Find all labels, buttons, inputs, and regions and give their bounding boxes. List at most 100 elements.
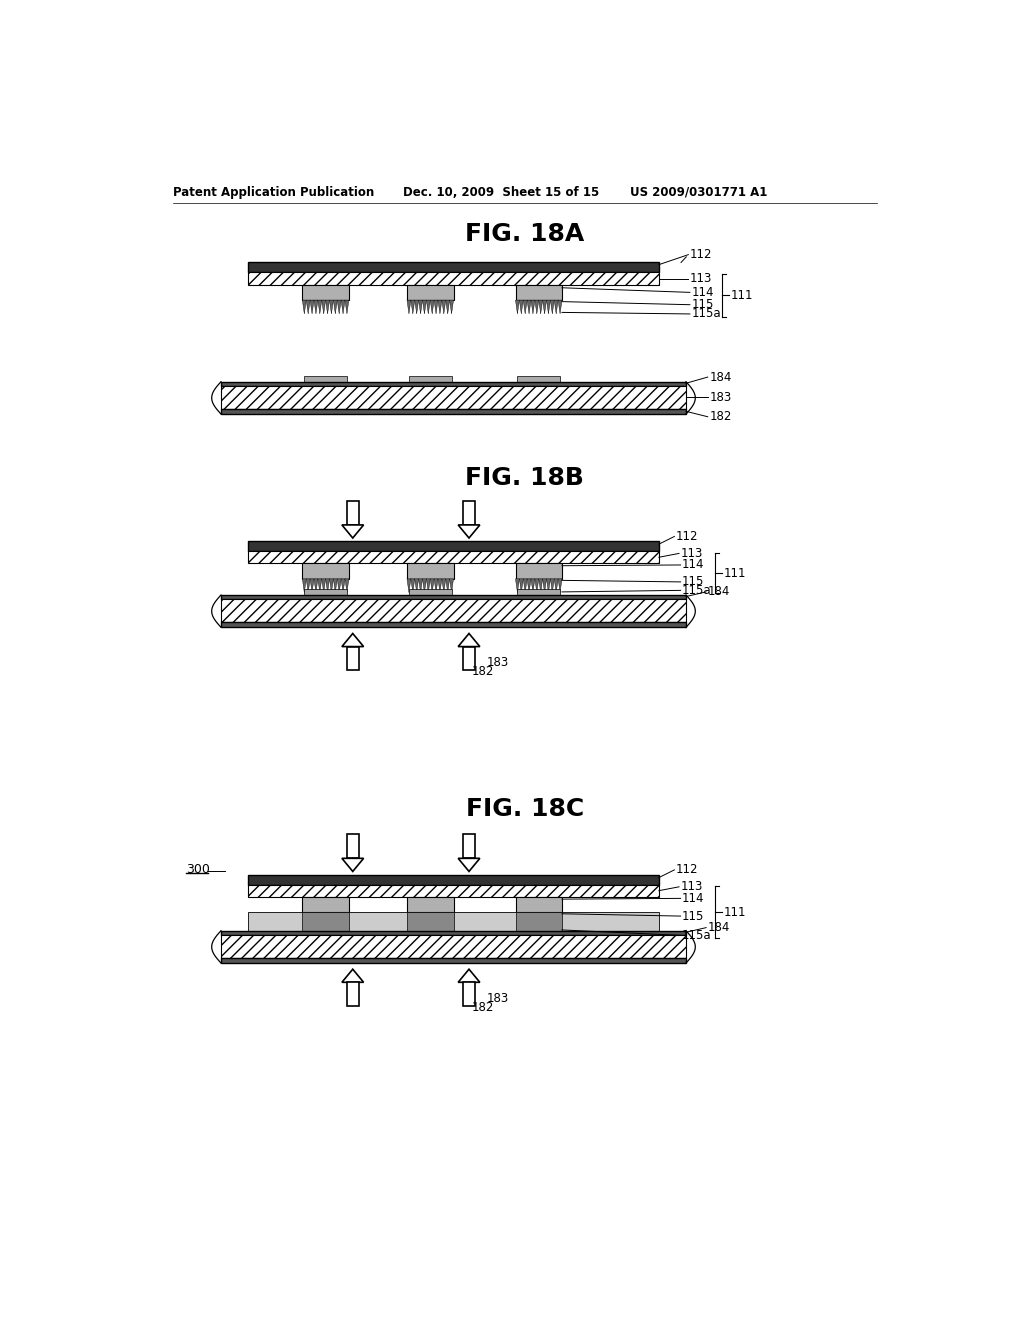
Polygon shape (341, 912, 345, 927)
Polygon shape (342, 634, 364, 647)
Polygon shape (527, 578, 531, 593)
Polygon shape (523, 300, 527, 314)
Polygon shape (426, 300, 430, 314)
Text: Dec. 10, 2009  Sheet 15 of 15: Dec. 10, 2009 Sheet 15 of 15 (403, 186, 599, 199)
Polygon shape (515, 578, 519, 593)
Polygon shape (434, 578, 438, 593)
Bar (515, 912, 562, 931)
Bar (221, 622, 686, 627)
Polygon shape (345, 300, 349, 314)
Bar (302, 285, 349, 300)
Bar (302, 564, 349, 578)
Bar (248, 912, 658, 931)
Polygon shape (554, 300, 558, 314)
Polygon shape (411, 912, 415, 927)
Polygon shape (554, 578, 558, 593)
Polygon shape (523, 912, 527, 927)
Polygon shape (527, 300, 531, 314)
Bar (407, 285, 454, 300)
Polygon shape (415, 578, 419, 593)
Polygon shape (342, 858, 364, 871)
Polygon shape (419, 578, 423, 593)
Polygon shape (434, 300, 438, 314)
Text: 112: 112 (676, 863, 698, 876)
Text: US 2009/0301771 A1: US 2009/0301771 A1 (630, 186, 768, 199)
Polygon shape (330, 300, 334, 314)
Polygon shape (550, 912, 554, 927)
Polygon shape (423, 300, 426, 314)
Polygon shape (527, 912, 531, 927)
Text: FIG. 18A: FIG. 18A (465, 222, 585, 246)
Bar (409, 589, 452, 595)
Polygon shape (430, 300, 434, 314)
Bar (463, 982, 475, 1006)
Bar (221, 595, 686, 599)
Text: FIG. 18B: FIG. 18B (465, 466, 585, 491)
Text: 113: 113 (690, 272, 713, 285)
Text: 182: 182 (472, 1001, 495, 1014)
Text: 115: 115 (682, 909, 705, 923)
Bar (463, 834, 475, 858)
Polygon shape (330, 578, 334, 593)
Polygon shape (306, 912, 310, 927)
Polygon shape (426, 578, 430, 593)
Polygon shape (423, 912, 426, 927)
Polygon shape (535, 912, 539, 927)
Bar (304, 376, 347, 381)
Text: 182: 182 (710, 411, 731, 424)
Text: 184: 184 (708, 585, 730, 598)
Polygon shape (554, 912, 558, 927)
Polygon shape (342, 525, 364, 539)
Text: 113: 113 (681, 880, 702, 894)
Polygon shape (345, 912, 349, 927)
Bar (304, 589, 347, 595)
Polygon shape (445, 912, 450, 927)
Polygon shape (558, 578, 562, 593)
Polygon shape (326, 912, 330, 927)
Polygon shape (550, 578, 554, 593)
Bar (248, 541, 658, 552)
Polygon shape (558, 300, 562, 314)
Polygon shape (423, 578, 426, 593)
Bar (221, 385, 686, 409)
Polygon shape (531, 300, 535, 314)
Polygon shape (317, 300, 322, 314)
Bar (347, 834, 358, 858)
Text: Patent Application Publication: Patent Application Publication (173, 186, 374, 199)
Polygon shape (310, 300, 314, 314)
Bar (221, 599, 686, 622)
Bar (517, 589, 560, 595)
Text: 111: 111 (731, 289, 754, 302)
Text: FIG. 18C: FIG. 18C (466, 797, 584, 821)
Polygon shape (558, 912, 562, 927)
Polygon shape (314, 578, 317, 593)
Polygon shape (306, 578, 310, 593)
Bar (248, 552, 658, 564)
Bar (347, 502, 358, 525)
Bar (221, 935, 686, 958)
Text: 114: 114 (682, 558, 705, 572)
Polygon shape (438, 912, 442, 927)
Polygon shape (434, 912, 438, 927)
Polygon shape (317, 912, 322, 927)
Polygon shape (415, 300, 419, 314)
Polygon shape (531, 578, 535, 593)
Polygon shape (535, 300, 539, 314)
Polygon shape (519, 578, 523, 593)
Bar (515, 285, 562, 300)
Bar (463, 647, 475, 671)
Bar (409, 376, 452, 381)
Bar (407, 896, 454, 912)
Polygon shape (450, 912, 454, 927)
Polygon shape (458, 858, 480, 871)
Text: 115: 115 (691, 298, 714, 312)
Polygon shape (442, 912, 445, 927)
Bar (407, 564, 454, 578)
Polygon shape (430, 578, 434, 593)
Bar (515, 896, 562, 912)
Bar (248, 874, 658, 884)
Polygon shape (458, 634, 480, 647)
Polygon shape (337, 300, 341, 314)
Polygon shape (539, 300, 543, 314)
Polygon shape (337, 912, 341, 927)
